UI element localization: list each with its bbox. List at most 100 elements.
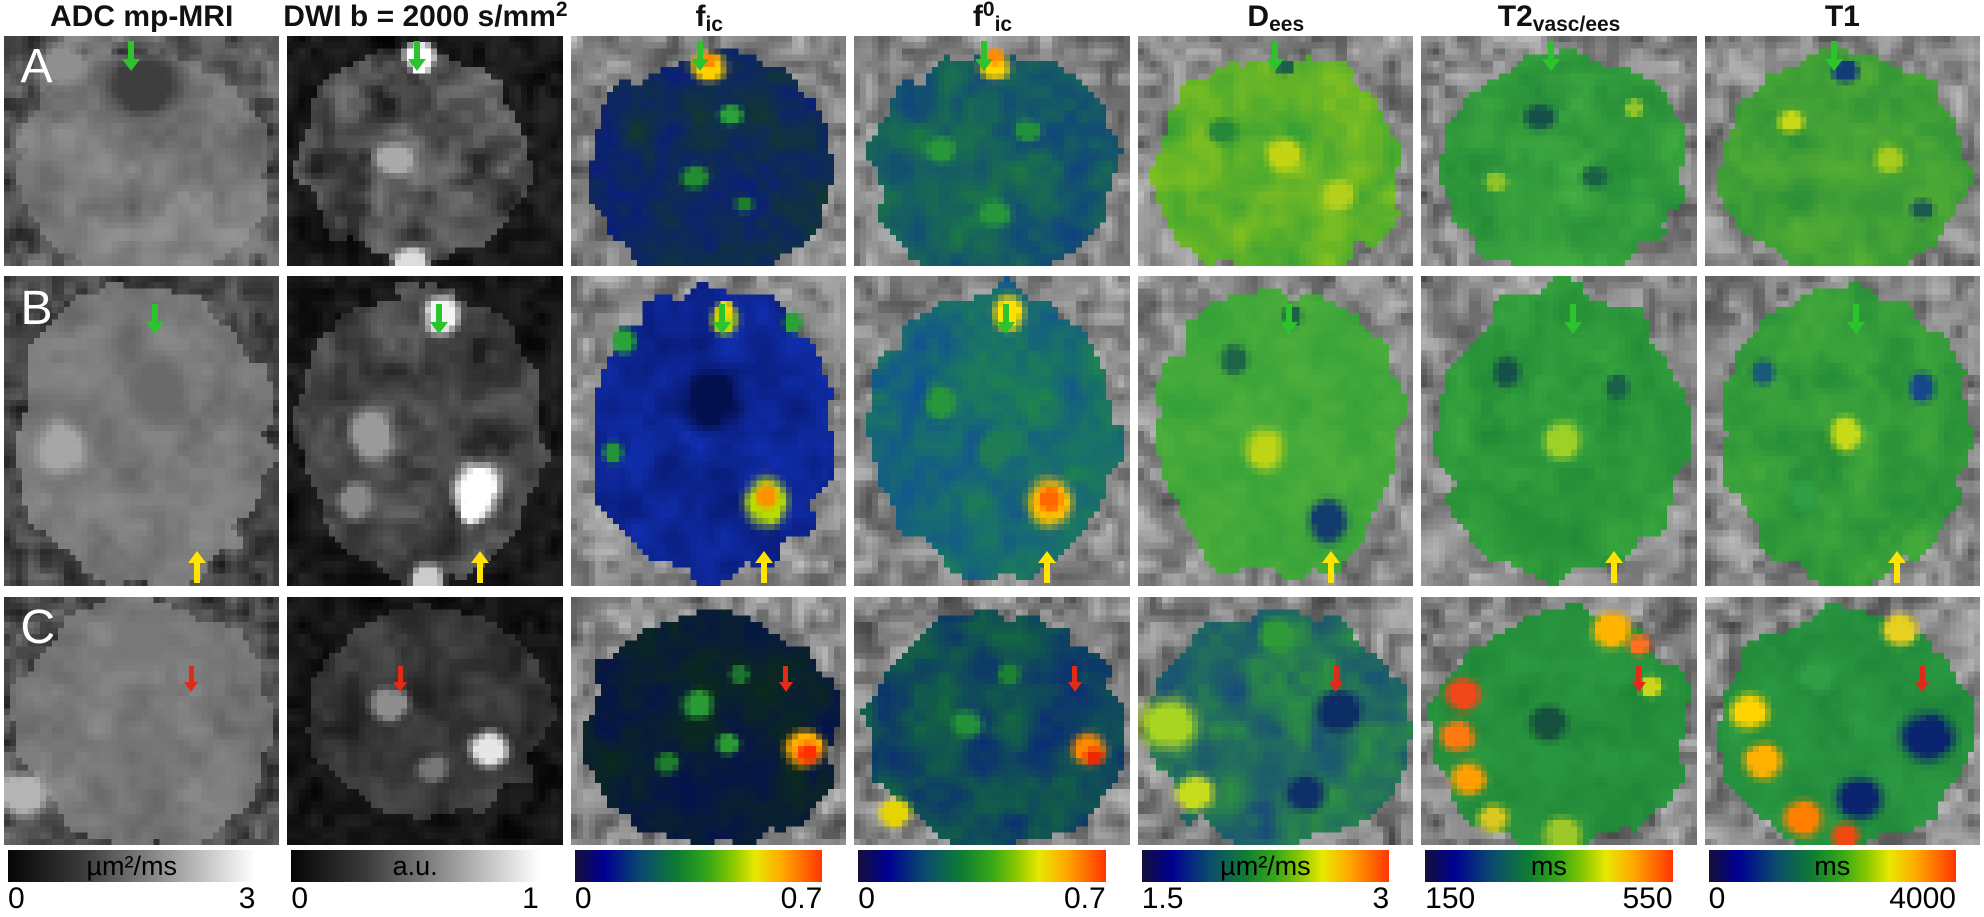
red-arrow-icon xyxy=(393,666,408,693)
panel-C-t2 xyxy=(1421,597,1697,845)
green-arrow-icon xyxy=(146,303,165,334)
green-arrow-icon xyxy=(121,40,140,71)
row-label-B: B xyxy=(20,282,53,336)
yellow-arrow-icon xyxy=(1604,550,1623,583)
column-header-subscript: ic xyxy=(705,13,723,36)
red-arrow-icon xyxy=(1631,666,1646,693)
panel-row-C: C xyxy=(0,597,1984,845)
colorbar-tick-labels: 1.5 3 xyxy=(1142,883,1389,914)
panel-C-fic xyxy=(570,597,847,845)
mri-image-canvas xyxy=(287,597,563,845)
panel-A-adc: A xyxy=(4,36,280,266)
green-arrow-icon xyxy=(713,303,732,334)
panel-B-f0ic xyxy=(854,276,1130,586)
colorbar-min-label: 1.5 xyxy=(1141,882,1184,915)
colorbar-max-label: 550 xyxy=(1622,882,1673,915)
colorbar-t1: ms 0 4000 xyxy=(1708,850,1956,914)
green-arrow-icon xyxy=(1825,40,1843,71)
green-arrow-icon xyxy=(407,40,426,71)
colorbar-unit-label: a.u. xyxy=(392,850,438,881)
column-header-subscript: ees xyxy=(1269,13,1305,36)
column-header-text: ADC mp-MRI xyxy=(49,0,234,33)
column-header-adc: ADC mp-MRI xyxy=(0,0,283,36)
mri-image-canvas xyxy=(1137,597,1414,845)
panel-B-dwi xyxy=(287,276,563,586)
yellow-arrow-icon xyxy=(471,550,490,583)
green-arrow-icon xyxy=(996,303,1015,334)
column-header-subscript: ic xyxy=(994,13,1013,36)
colorbar-min-label: 0 xyxy=(8,882,25,915)
colorbar-row: µm²/ms 0 3 a.u. 0 1 0 0.7 0 0.7 µm²/ms 1.5 3 ms 150 550… xyxy=(0,850,1984,914)
mri-image-canvas xyxy=(287,36,563,266)
green-arrow-icon xyxy=(691,40,710,71)
column-header-f0ic: f 0 ic xyxy=(851,0,1134,36)
mri-image-canvas xyxy=(4,276,280,586)
colorbar-gradient: ms xyxy=(1425,850,1673,882)
colorbar-fic: 0 0.7 xyxy=(574,850,823,914)
colorbar-gradient: a.u. xyxy=(291,850,539,882)
column-header-subscript: vasc/ees xyxy=(1532,13,1621,36)
mri-image-canvas xyxy=(854,276,1130,586)
column-header-text: D xyxy=(1247,0,1270,33)
red-arrow-icon xyxy=(184,666,199,693)
colorbar-gradient: µm²/ms xyxy=(1141,850,1390,882)
panel-row-B: B xyxy=(0,276,1984,586)
mri-image-canvas xyxy=(1421,276,1697,586)
red-arrow-icon xyxy=(1915,666,1930,693)
panel-C-t1 xyxy=(1704,597,1980,845)
mri-image-canvas xyxy=(287,276,563,586)
row-label-A: A xyxy=(20,39,53,93)
column-header-text: T2 xyxy=(1497,0,1533,33)
mri-image-canvas xyxy=(4,597,280,845)
panel-B-adc: B xyxy=(4,276,280,586)
green-arrow-icon xyxy=(1266,40,1285,71)
colorbar-max-label: 1 xyxy=(522,882,539,915)
panel-A-dees xyxy=(1137,36,1414,266)
panel-B-t1 xyxy=(1704,276,1980,586)
panel-B-dees xyxy=(1137,276,1414,586)
column-header-text: T1 xyxy=(1824,0,1860,33)
green-arrow-icon xyxy=(1563,303,1582,334)
colorbar-max-label: 0.7 xyxy=(1063,882,1106,915)
colorbar-gradient: ms xyxy=(1708,850,1956,882)
colorbar-gradient xyxy=(858,850,1106,882)
panel-B-t2 xyxy=(1421,276,1697,586)
colorbar-max-label: 3 xyxy=(238,882,256,915)
column-header-text: DWI b = 2000 s/mm xyxy=(283,0,556,33)
green-arrow-icon xyxy=(1541,40,1560,71)
colorbar-min-label: 0 xyxy=(574,882,592,915)
column-header-text: f xyxy=(972,0,983,33)
colorbar-unit-label: ms xyxy=(1814,850,1851,881)
panel-A-t2 xyxy=(1421,36,1697,266)
panel-C-f0ic xyxy=(854,597,1130,845)
colorbar-dwi: a.u. 0 1 xyxy=(291,850,539,914)
panel-C-adc: C xyxy=(4,597,280,845)
colorbar-f0ic: 0 0.7 xyxy=(858,850,1106,915)
mri-image-canvas xyxy=(570,276,847,586)
column-header-fic: f ic xyxy=(568,0,851,36)
colorbar-min-label: 0 xyxy=(291,882,309,915)
red-arrow-icon xyxy=(778,666,793,693)
panel-A-t1 xyxy=(1704,36,1980,266)
colorbar-min-label: 150 xyxy=(1425,882,1476,915)
colorbar-unit-label: µm²/ms xyxy=(1220,850,1311,881)
colorbar-tick-labels: 0 4000 xyxy=(1709,883,1956,914)
mri-image-canvas xyxy=(4,36,280,266)
mri-image-canvas xyxy=(1421,36,1697,266)
column-header-t2: T2 vasc/ees xyxy=(1417,0,1700,36)
red-arrow-icon xyxy=(1067,666,1082,693)
mri-image-canvas xyxy=(1704,36,1980,266)
colorbar-min-label: 0 xyxy=(1708,882,1726,915)
green-arrow-icon xyxy=(1280,303,1299,334)
mri-image-canvas xyxy=(1137,36,1414,266)
colorbar-max-label: 4000 xyxy=(1889,882,1956,915)
panel-C-dees xyxy=(1137,597,1414,845)
mri-image-canvas xyxy=(1137,276,1414,586)
colorbar-tick-labels: 150 550 xyxy=(1425,883,1672,914)
column-header-superscript: 2 xyxy=(555,0,568,21)
colorbar-tick-labels: 0 0.7 xyxy=(575,883,822,914)
colorbar-unit-label: µm²/ms xyxy=(86,850,177,881)
